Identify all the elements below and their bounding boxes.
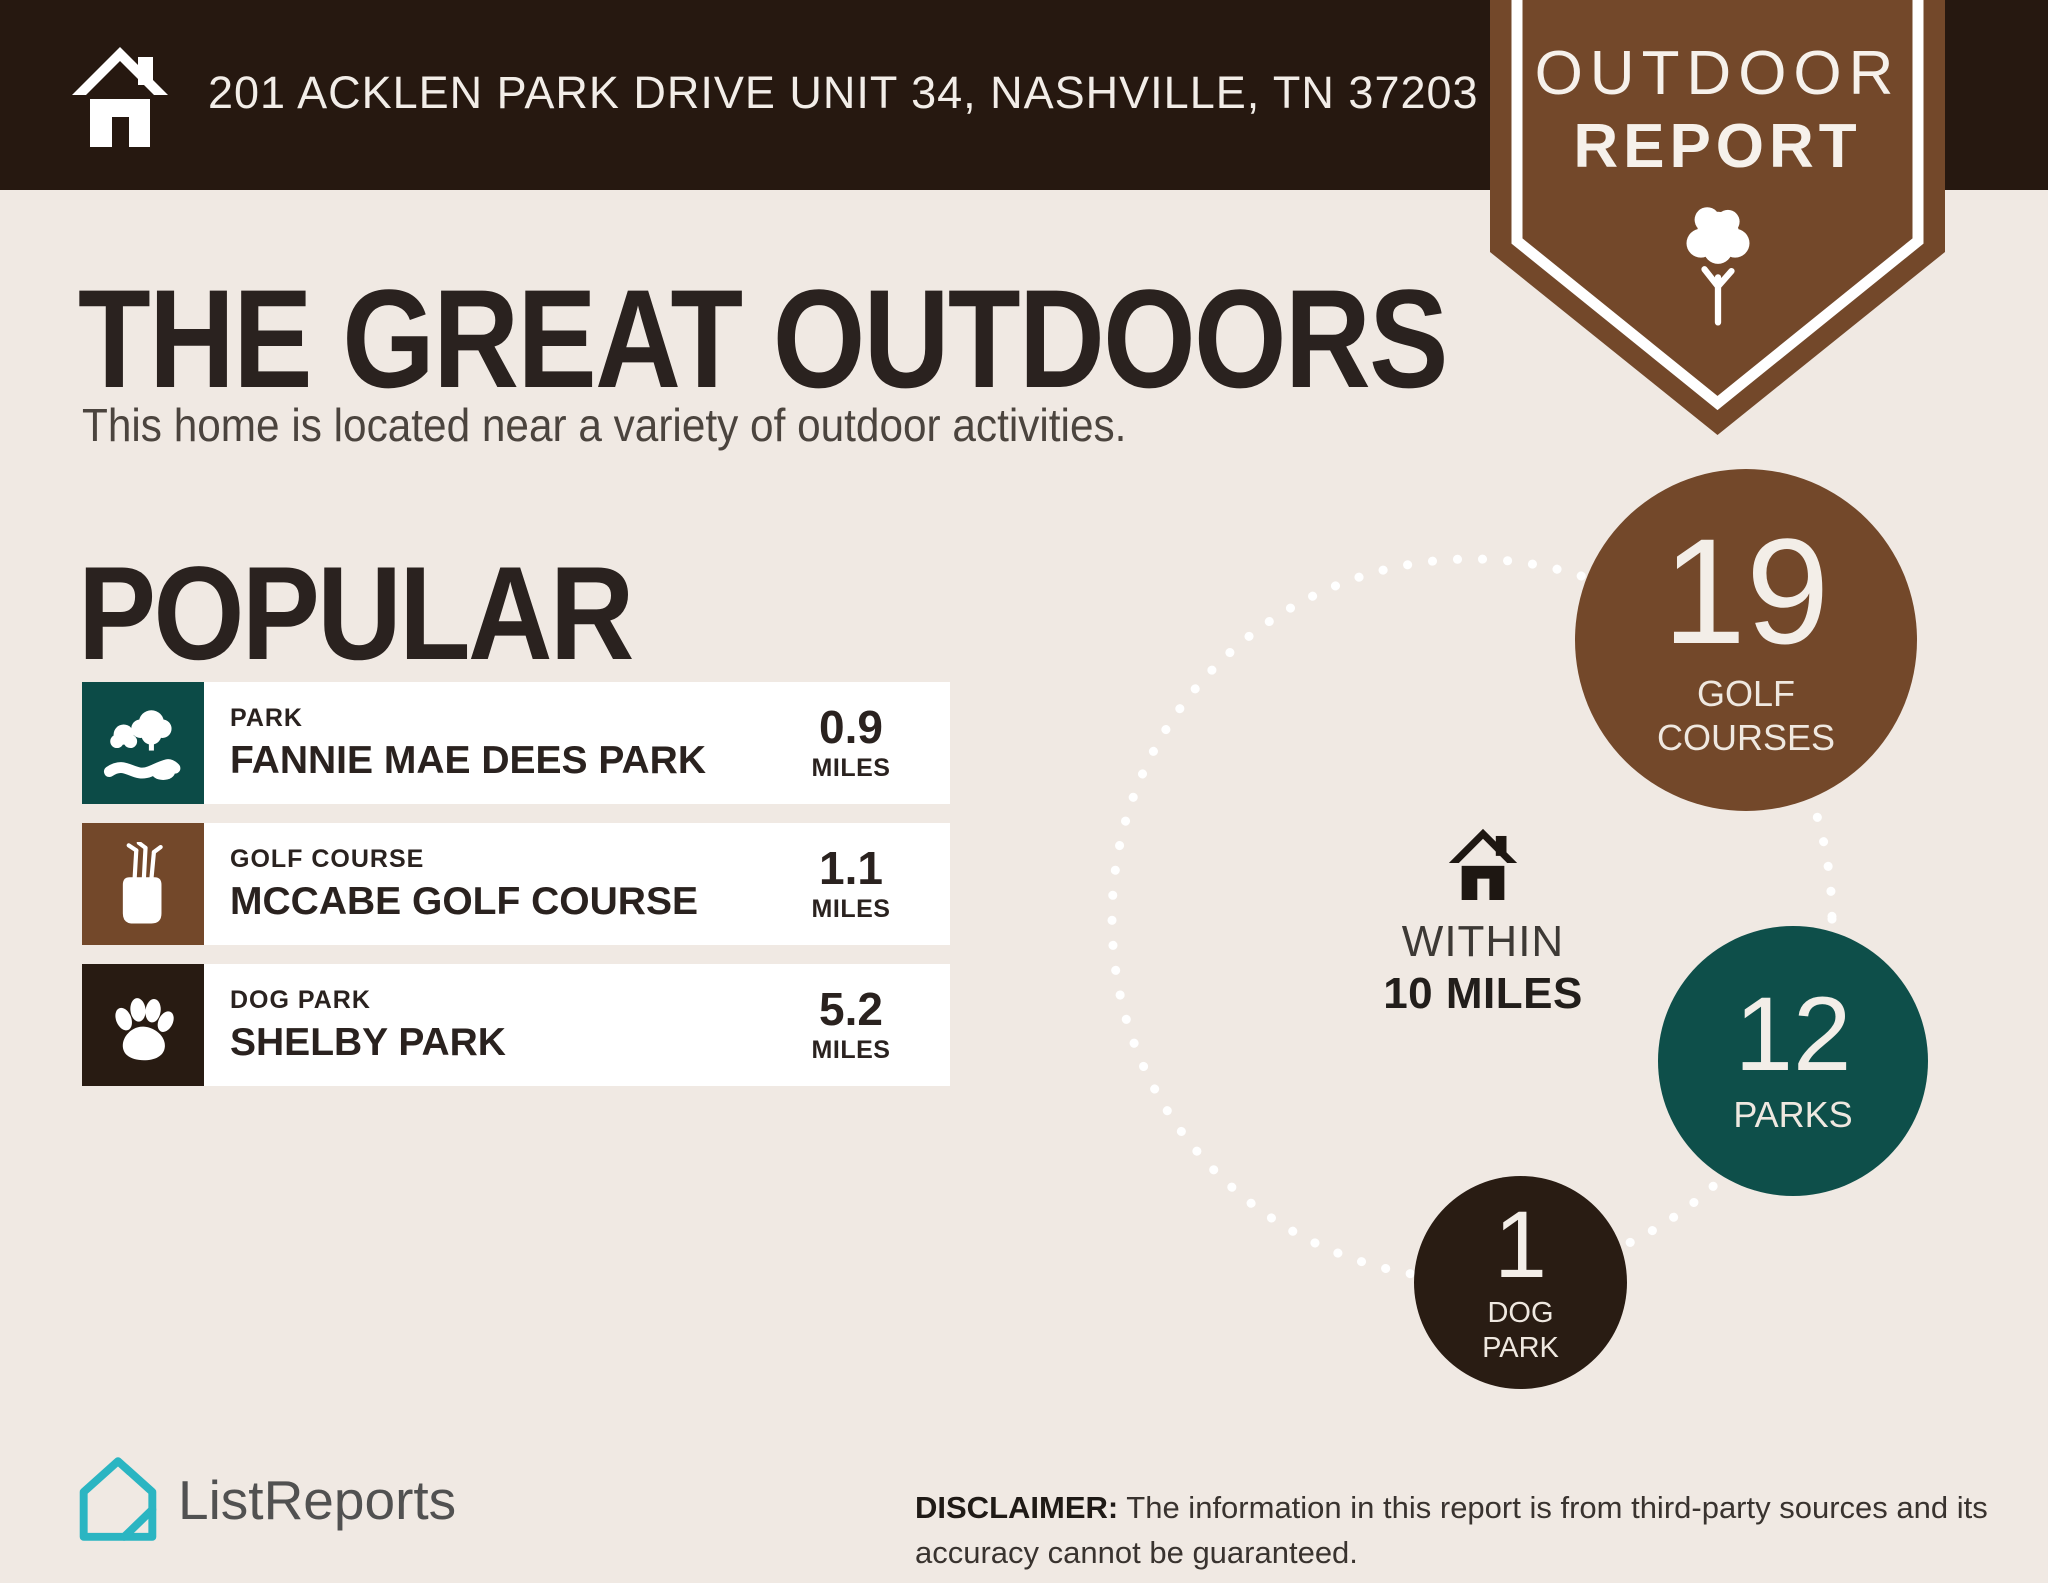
golf-bag-icon (82, 823, 204, 945)
item-category: GOLF COURSE (230, 844, 425, 873)
paw-icon (82, 964, 204, 1086)
item-name: SHELBY PARK (230, 1020, 506, 1064)
item-distance: 1.1 MILES (766, 845, 936, 924)
list-item-park: PARK FANNIE MAE DEES PARK 0.9 MILES (82, 682, 950, 804)
distance-unit: MILES (811, 753, 891, 782)
badge-title-line2: REPORT (1573, 112, 1862, 181)
distance-unit: MILES (811, 1035, 891, 1064)
home-icon (1333, 826, 1633, 905)
park-icon (82, 682, 204, 804)
stat-dog-park: 1 DOG PARK (1414, 1176, 1627, 1389)
distance-value: 5.2 (819, 982, 883, 1035)
item-category: PARK (230, 703, 303, 732)
radius-dotted-circle (1107, 554, 1837, 1284)
stat-value: 19 (1662, 506, 1830, 675)
disclaimer-text: DISCLAIMER: The information in this repo… (915, 1490, 1988, 1570)
stat-label: DOG PARK (1482, 1296, 1559, 1364)
item-distance: 5.2 MILES (766, 986, 936, 1065)
item-distance: 0.9 MILES (766, 704, 936, 783)
list-item-body: GOLF COURSE MCCABE GOLF COURSE 1.1 MILES (204, 823, 950, 945)
item-category: DOG PARK (230, 985, 371, 1014)
stat-label: GOLF COURSES (1656, 673, 1836, 759)
stat-golf-courses: 19 GOLF COURSES (1575, 469, 1917, 811)
outdoor-report-badge: OUTDOOR REPORT (1490, 0, 1945, 440)
radius-center: WITHIN 10 MILES (1333, 826, 1633, 1019)
within-distance: 10 MILES (1383, 969, 1583, 1018)
disclaimer-label: DISCLAIMER: (915, 1490, 1119, 1525)
item-name: FANNIE MAE DEES PARK (230, 738, 706, 782)
list-item-body: DOG PARK SHELBY PARK 5.2 MILES (204, 964, 950, 1086)
list-item-body: PARK FANNIE MAE DEES PARK 0.9 MILES (204, 682, 950, 804)
stat-value: 12 (1734, 976, 1852, 1094)
list-item-golf-course: GOLF COURSE MCCABE GOLF COURSE 1.1 MILES (82, 823, 950, 945)
badge-title-line1: OUTDOOR (1534, 39, 1901, 108)
brand-name: ListReports (178, 1469, 457, 1531)
property-address: 201 ACKLEN PARK DRIVE UNIT 34, NASHVILLE… (208, 67, 1479, 118)
distance-value: 1.1 (819, 841, 883, 894)
distance-unit: MILES (811, 894, 891, 923)
list-item-dog-park: DOG PARK SHELBY PARK 5.2 MILES (82, 964, 950, 1086)
page-title: THE GREAT OUTDOORS (78, 260, 1448, 417)
popular-heading: POPULAR (78, 540, 634, 688)
popular-list: PARK FANNIE MAE DEES PARK 0.9 MILES (82, 682, 950, 1105)
page-subtitle: This home is located near a variety of o… (82, 399, 1127, 451)
within-label: WITHIN (1401, 917, 1565, 966)
item-name: MCCABE GOLF COURSE (230, 879, 698, 923)
stat-parks: 12 PARKS (1658, 926, 1928, 1196)
listreports-logo-icon (74, 1452, 162, 1551)
home-icon (70, 43, 170, 147)
stat-label: PARKS (1733, 1093, 1853, 1135)
tree-icon (1673, 200, 1763, 331)
distance-value: 0.9 (819, 700, 883, 753)
stat-value: 1 (1494, 1191, 1547, 1298)
